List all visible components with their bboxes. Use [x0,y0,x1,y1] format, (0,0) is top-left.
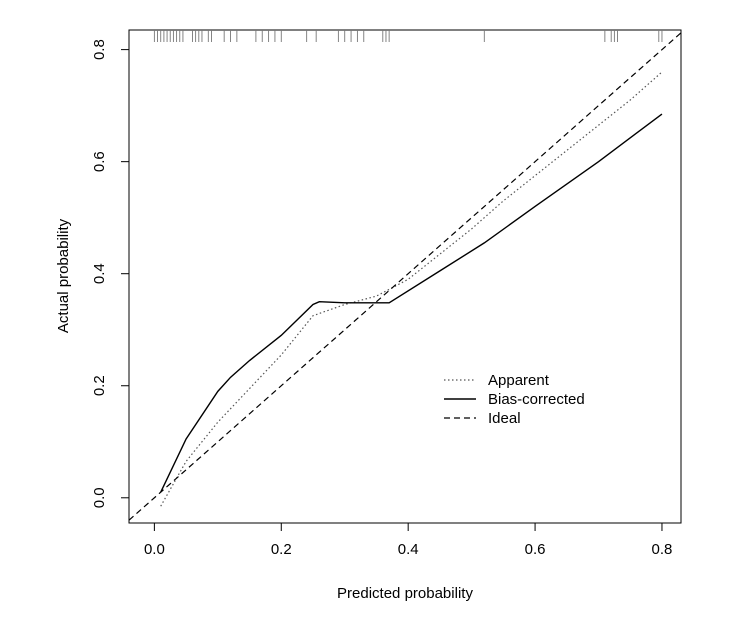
legend-label: Apparent [488,372,550,389]
legend-label: Bias-corrected [488,391,585,408]
legend: Apparent Bias-corrected Ideal [444,372,585,427]
y-axis: 0.0 0.2 0.4 0.6 0.8 [91,39,130,508]
y-tick-label: 0.2 [91,375,108,396]
y-tick-label: 0.0 [91,487,108,508]
y-tick-label: 0.8 [91,39,108,60]
x-tick-label: 0.2 [271,541,292,558]
x-tick-label: 0.6 [525,541,546,558]
legend-label: Ideal [488,410,521,427]
x-tick-label: 0.0 [144,541,165,558]
rug-marks [153,30,663,42]
series-line-apparent [160,71,663,507]
series-line-ideal [128,32,682,521]
series-line-bias-corrected [160,113,663,493]
y-axis-label: Actual probability [55,218,72,333]
y-tick-label: 0.4 [91,263,108,284]
x-axis: 0.0 0.2 0.4 0.6 0.8 [144,522,673,558]
x-axis-label: Predicted probability [337,585,473,602]
x-tick-label: 0.8 [652,541,673,558]
x-tick-label: 0.4 [398,541,419,558]
series-lines [128,32,682,521]
plot-frame [128,29,682,524]
y-tick-label: 0.6 [91,151,108,172]
